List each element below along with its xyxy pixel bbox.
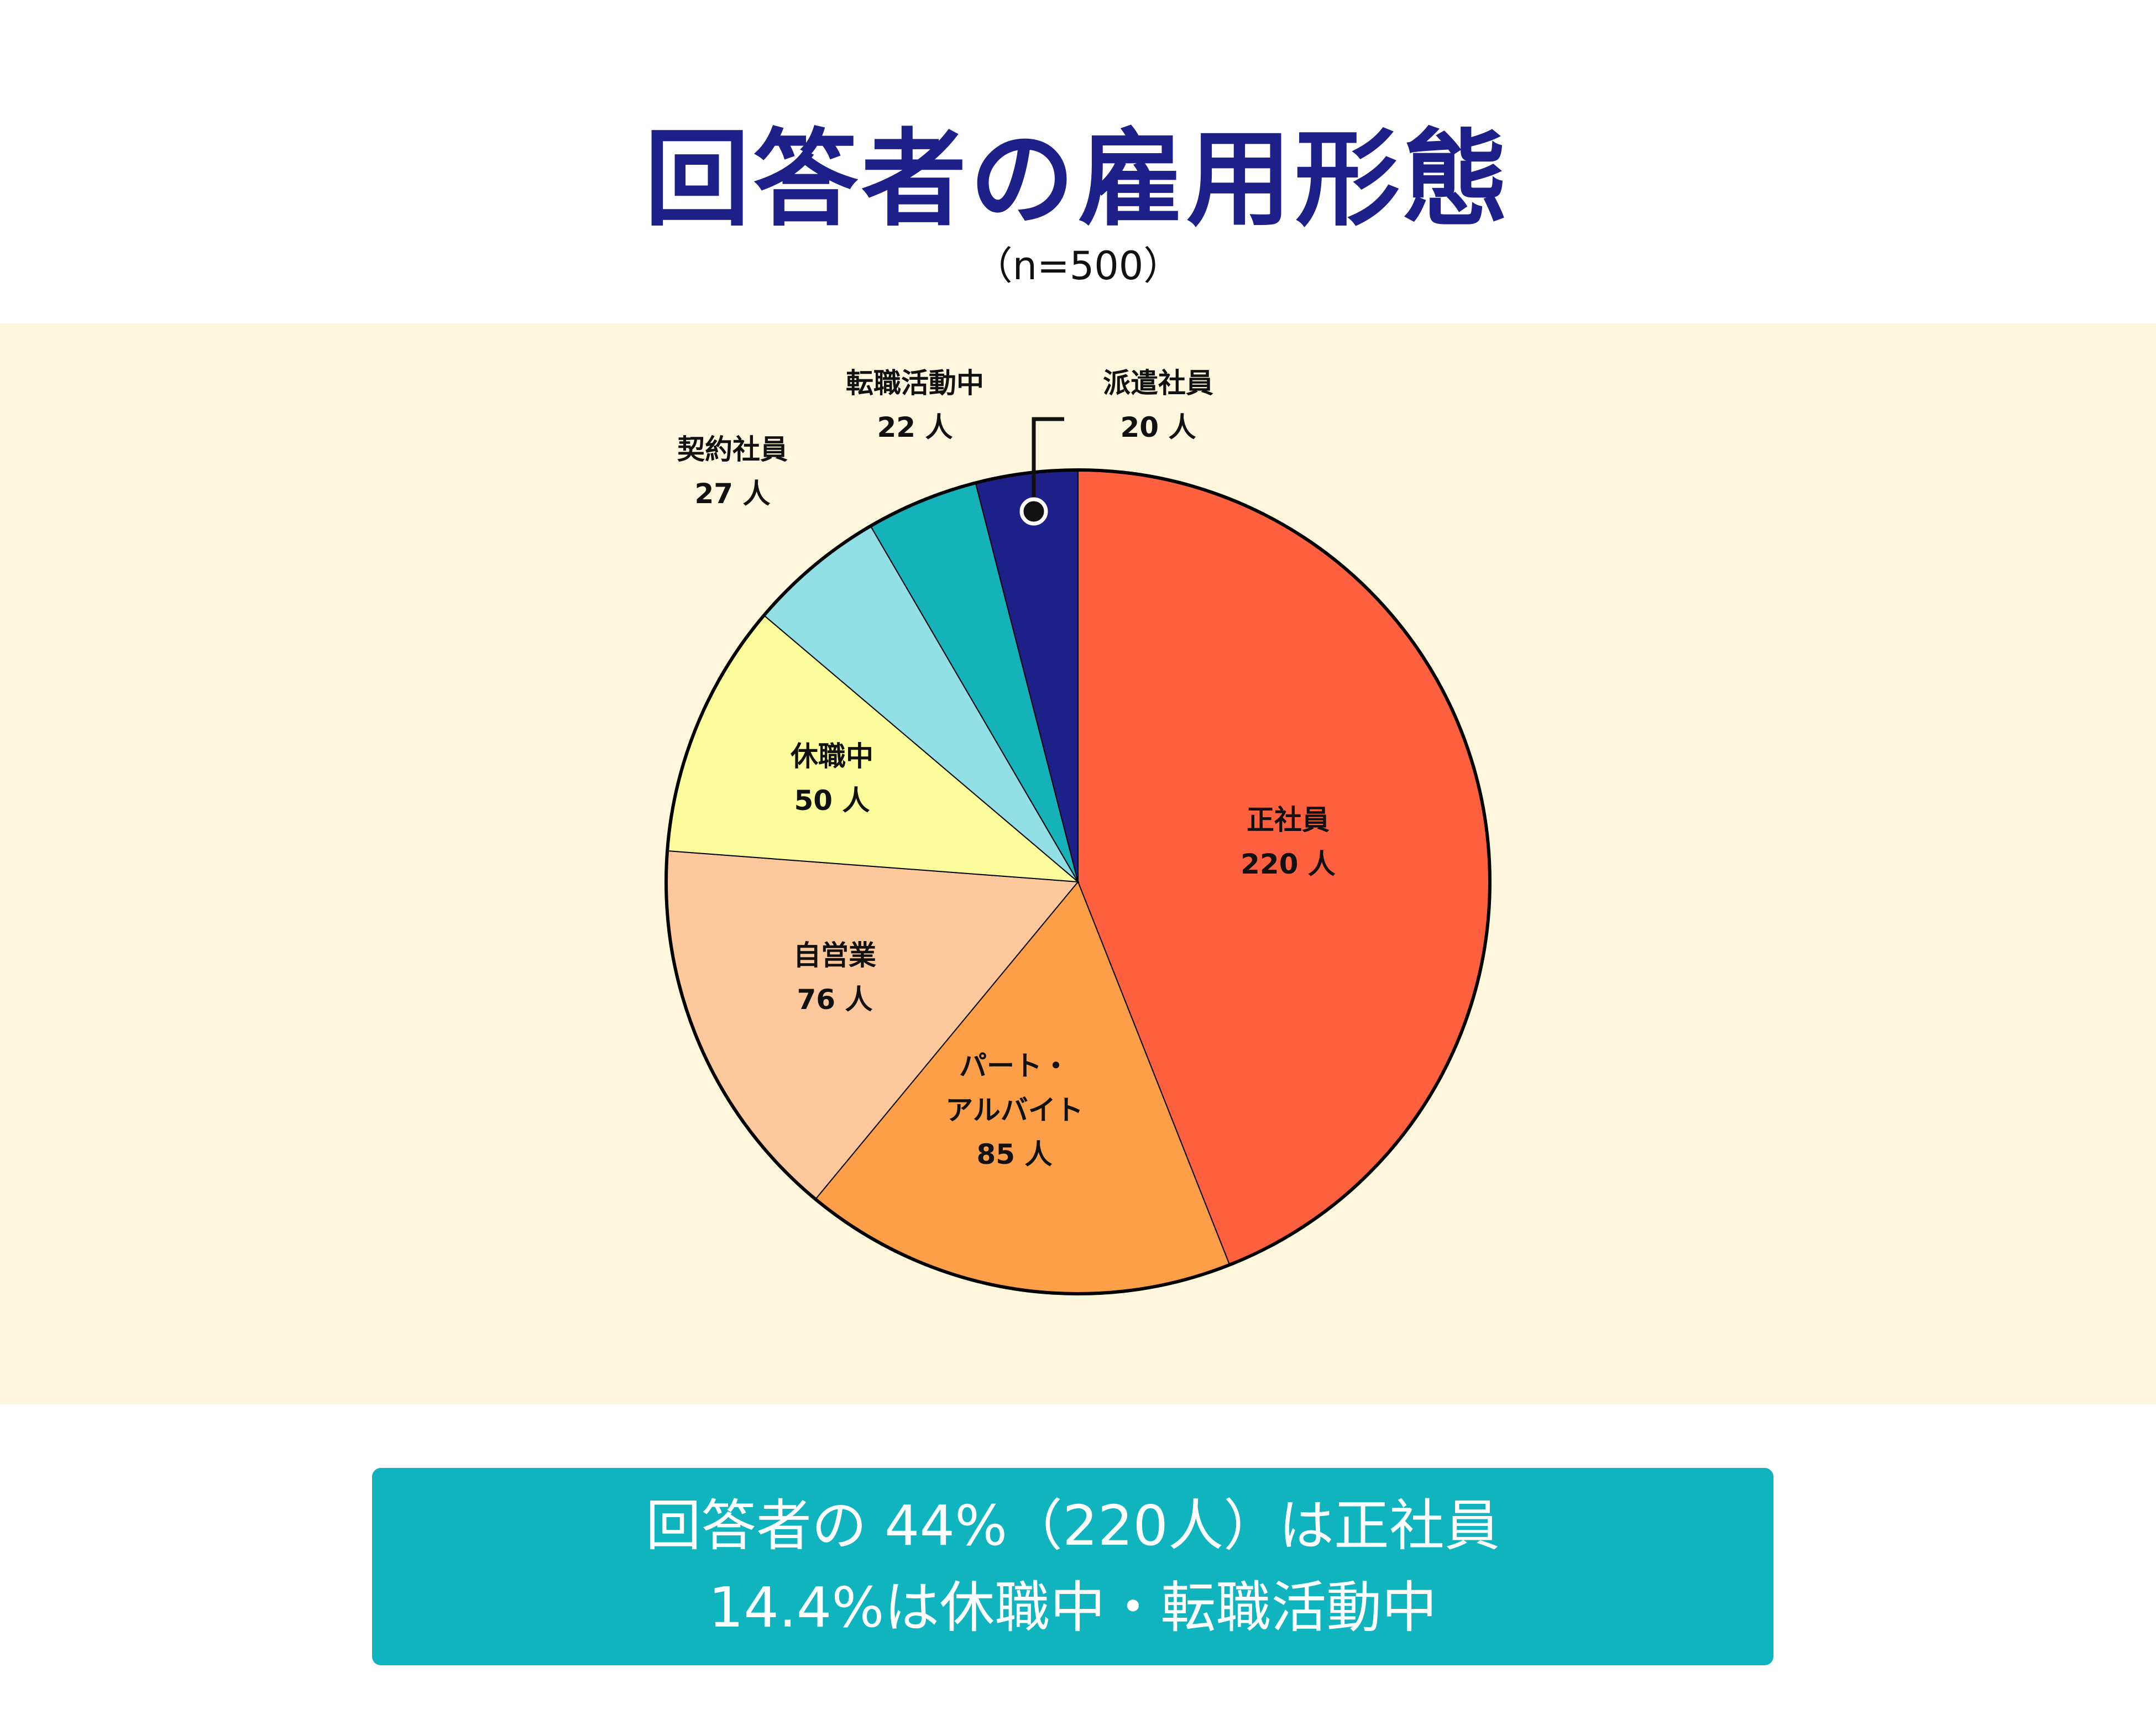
slice-category: 自営業 (793, 939, 876, 971)
summary-line-2: 14.4%は休職中・転職活動中 (708, 1575, 1437, 1640)
slice-category: パート・ (959, 1050, 1070, 1082)
slice-value: 85 人 (977, 1138, 1053, 1170)
chart-title: 回答者の雇用形態 (644, 118, 1511, 241)
slice-label-6: 転職活動中 22 人 (846, 367, 984, 443)
slice-label-1: 正社員 220 人 (1241, 804, 1336, 880)
slice-label-5: 契約社員 27 人 (677, 433, 788, 510)
slice-category: アルバイト (945, 1094, 1084, 1126)
slice-label-3: 自営業 76 人 (793, 939, 876, 1016)
slice-category: 派遣社員 (1103, 367, 1213, 399)
slice-value: 27 人 (695, 478, 771, 510)
sample-size-note: （n=500） (974, 243, 1182, 289)
pie-outline (664, 468, 1492, 1295)
slice-category: 正社員 (1247, 804, 1330, 836)
leader-line (1032, 417, 1064, 511)
slice-category: 契約社員 (677, 433, 788, 466)
slice-label-4: 休職中 50 人 (790, 740, 873, 817)
slice-value: 220 人 (1241, 848, 1336, 880)
slice-value: 20 人 (1121, 411, 1196, 443)
pie-slices (664, 468, 1492, 1295)
slice-label-7: 派遣社員 20 人 (1103, 367, 1213, 443)
leader-line-group (1019, 417, 1064, 526)
slice-category: 転職活動中 (846, 367, 984, 399)
slice-value: 76 人 (797, 984, 873, 1016)
slice-category: 休職中 (790, 740, 873, 772)
summary-line-1: 回答者の 44%（220人）は正社員 (646, 1493, 1500, 1558)
leader-dot (1019, 497, 1048, 526)
slice-value: 50 人 (794, 785, 870, 817)
slice-value: 22 人 (877, 411, 953, 443)
slice-label-2: パート・アルバイト 85 人 (945, 1050, 1084, 1170)
summary-box: 回答者の 44%（220人）は正社員 14.4%は休職中・転職活動中 (372, 1468, 1773, 1665)
